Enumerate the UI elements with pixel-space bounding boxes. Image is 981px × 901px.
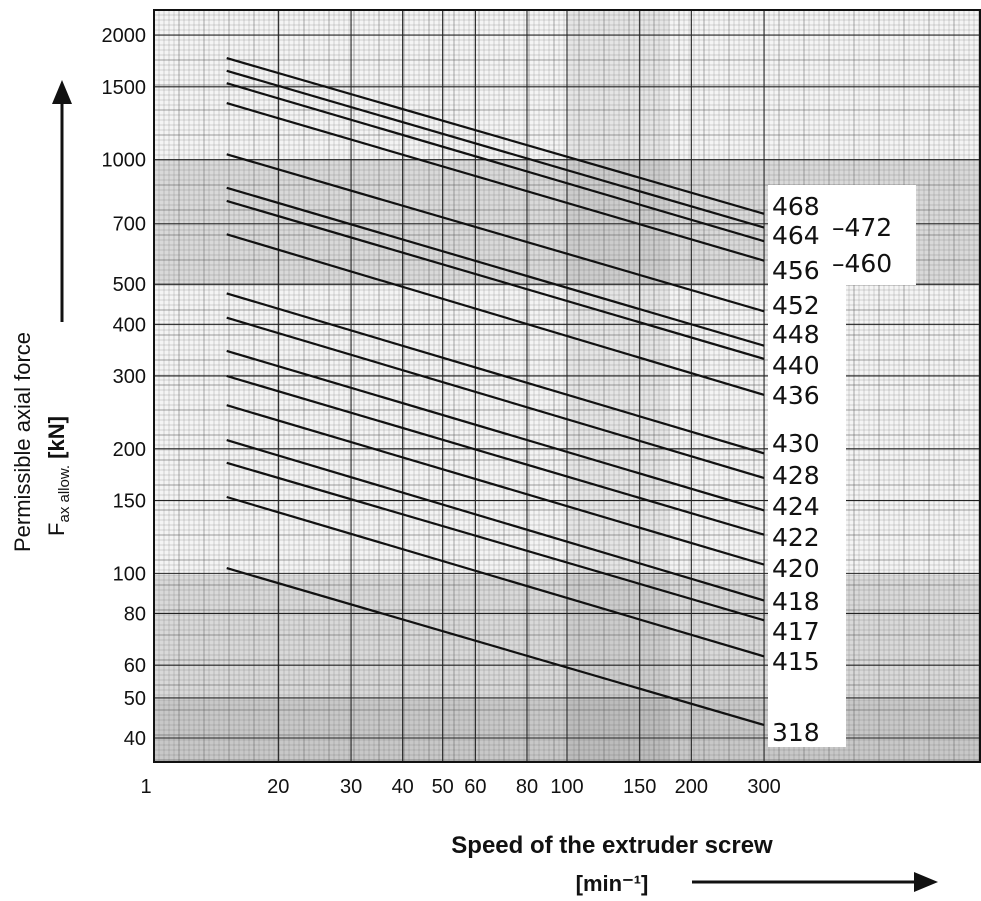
- series-line-422: [226, 349, 765, 512]
- plot-frame: [153, 9, 981, 763]
- series-line-468: [226, 57, 765, 215]
- y-tick-label-40: 40: [124, 728, 146, 750]
- y-axis-symbol-sub: ax allow.: [56, 465, 73, 523]
- x-axis-unit: [min⁻¹]: [576, 871, 649, 896]
- series-line-440: [226, 186, 765, 347]
- curve-label-418: 418: [772, 587, 820, 616]
- y-tick-label-1000: 1000: [102, 150, 147, 172]
- plot-area: [153, 9, 981, 763]
- y-tick-labels: 40 50 60 80 100 150 200 300 400 500 700 1000 1500 200…: [102, 25, 147, 750]
- curve-label-318: 318: [772, 718, 820, 747]
- y-tick-label-300: 300: [113, 366, 146, 388]
- series-line-418: [226, 404, 765, 566]
- curve-label-424: 424: [772, 492, 820, 521]
- y-axis-unit: [kN]: [44, 416, 69, 459]
- x-axis-title-main: Speed of the extruder screw: [451, 832, 773, 859]
- curve-label-448: 448: [772, 320, 820, 349]
- y-tick-label-80: 80: [124, 604, 146, 626]
- series-line-16: [226, 495, 765, 658]
- y-axis-title-main: Permissible axial force: [10, 332, 35, 552]
- series-line-428: [226, 292, 765, 455]
- x-tick-label-50: 50: [432, 776, 454, 798]
- curve-label-436: 436: [772, 381, 820, 410]
- y-axis-symbol-main: F: [44, 523, 69, 536]
- curve-label-460: –460: [832, 249, 892, 278]
- y-tick-label-1500: 1500: [102, 77, 147, 99]
- x-tick-label-100: 100: [550, 776, 583, 798]
- series-line-430: [226, 233, 765, 396]
- y-tick-label-2000: 2000: [102, 25, 147, 47]
- curve-label-464: 464: [772, 221, 820, 250]
- series-line-415: [226, 461, 765, 622]
- major-grid: [154, 10, 980, 762]
- curve-label-422: 422: [772, 523, 820, 552]
- curve-label-415: 415: [772, 647, 820, 676]
- series-line-420: [226, 374, 765, 536]
- y-tick-label-500: 500: [113, 274, 146, 296]
- series-line-448: [226, 153, 765, 313]
- curve-label-456: 456: [772, 256, 820, 285]
- curve-label-420: 420: [772, 554, 820, 583]
- curve-labels: 468 464 –472 456 –460 452 448 440 436 43…: [772, 192, 892, 747]
- x-tick-label-200: 200: [675, 776, 708, 798]
- x-axis-title: Speed of the extruder screw [min⁻¹]: [451, 832, 938, 896]
- series-layer: [226, 57, 765, 727]
- shade-band: [570, 10, 670, 762]
- x-tick-label-80: 80: [516, 776, 538, 798]
- label-panel-body: [768, 285, 846, 747]
- x-tick-label-40: 40: [392, 776, 414, 798]
- x-tick-label-1: 1: [140, 776, 151, 798]
- y-tick-label-700: 700: [113, 214, 146, 236]
- x-tick-label-60: 60: [464, 776, 486, 798]
- x-tick-label-300: 300: [747, 776, 780, 798]
- y-axis-arrow-head: [52, 80, 72, 104]
- y-tick-label-50: 50: [124, 688, 146, 710]
- curve-label-472: –472: [832, 213, 892, 242]
- y-tick-label-100: 100: [113, 563, 146, 585]
- series-line-424: [226, 316, 765, 480]
- series-line-318: [226, 567, 765, 727]
- label-panel-top: [768, 185, 916, 285]
- curve-label-440: 440: [772, 351, 820, 380]
- x-tick-label-150: 150: [623, 776, 656, 798]
- series-line-452: [226, 102, 765, 262]
- curve-label-468: 468: [772, 192, 820, 221]
- x-tick-label-20: 20: [267, 776, 289, 798]
- series-line-436: [226, 199, 765, 360]
- x-axis-arrow-head: [914, 872, 938, 892]
- y-tick-label-60: 60: [124, 655, 146, 677]
- y-tick-label-150: 150: [113, 491, 146, 513]
- curve-label-428: 428: [772, 461, 820, 490]
- label-panel: [768, 185, 916, 747]
- y-axis-title: Permissible axial force Fax allow. [kN]: [10, 80, 73, 552]
- y-axis-title-symbol: Fax allow. [kN]: [44, 416, 73, 536]
- series-line-456-460: [226, 82, 765, 243]
- curve-label-452: 452: [772, 291, 820, 320]
- curve-label-430: 430: [772, 429, 820, 458]
- series-line-417: [226, 439, 765, 602]
- x-tick-label-30: 30: [340, 776, 362, 798]
- x-tick-labels: 1 20 30 40 50 60 80 100 150 200 300: [140, 776, 780, 798]
- curve-label-417: 417: [772, 617, 820, 646]
- y-tick-label-400: 400: [113, 314, 146, 336]
- y-tick-label-200: 200: [113, 439, 146, 461]
- series-line-464-472: [226, 69, 765, 229]
